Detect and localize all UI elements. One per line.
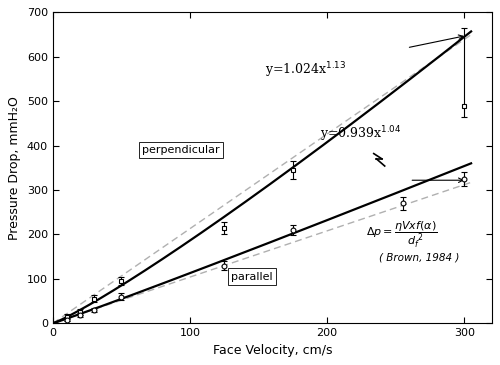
Text: perpendicular: perpendicular [142,145,220,155]
Text: y=0.939x$^{1.04}$: y=0.939x$^{1.04}$ [320,125,402,144]
Y-axis label: Pressure Drop, mmH₂O: Pressure Drop, mmH₂O [8,96,22,240]
Text: ( Brown, 1984 ): ( Brown, 1984 ) [379,253,460,262]
Text: y=1.024x$^{1.13}$: y=1.024x$^{1.13}$ [266,60,347,80]
Text: parallel: parallel [231,272,273,282]
Text: $\Delta p = \dfrac{\eta Vxf(\alpha)}{d_f^{\;2}}$: $\Delta p = \dfrac{\eta Vxf(\alpha)}{d_f… [366,220,437,250]
X-axis label: Face Velocity, cm/s: Face Velocity, cm/s [212,344,332,357]
